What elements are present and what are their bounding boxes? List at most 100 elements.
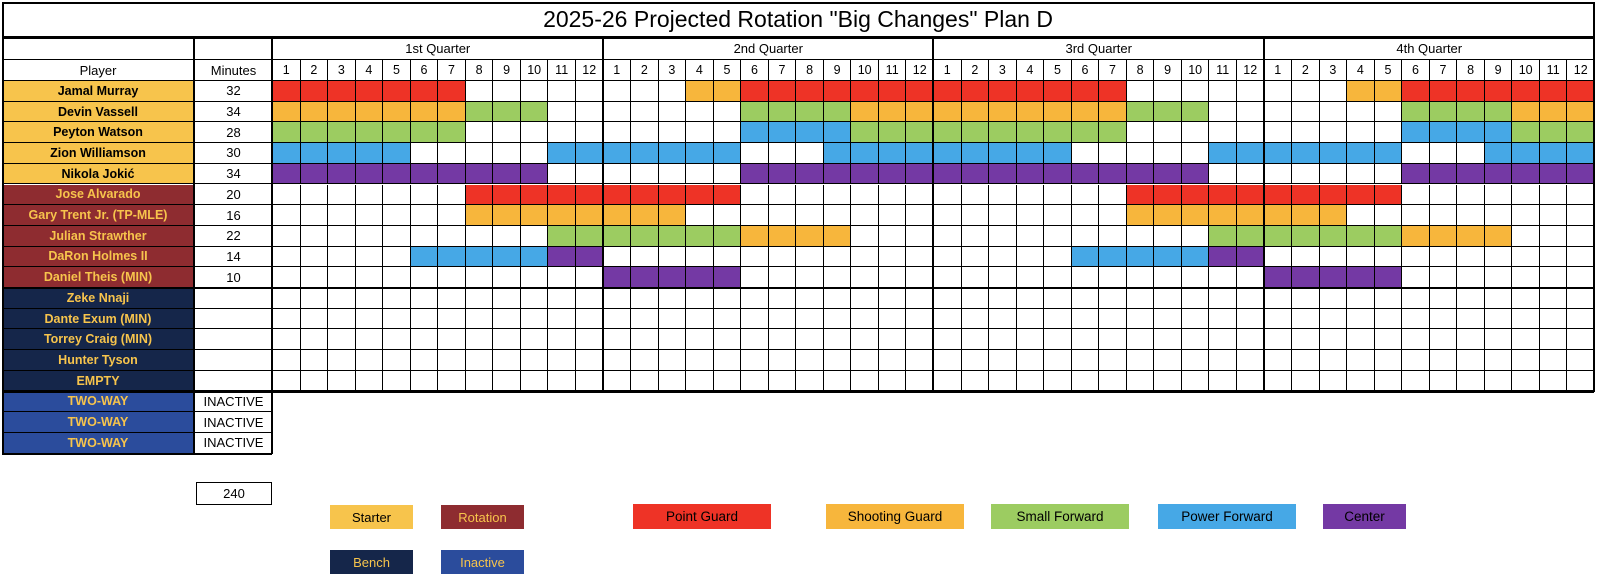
rotation-cell xyxy=(1428,350,1457,371)
rotation-cell xyxy=(409,163,438,185)
rotation-cell xyxy=(354,143,383,164)
rotation-cell xyxy=(933,350,961,371)
rotation-cell xyxy=(712,225,741,247)
rotation-cell xyxy=(492,205,520,226)
rotation-cell xyxy=(574,205,603,226)
rotation-cell xyxy=(795,143,823,164)
player-minutes: 30 xyxy=(194,143,272,164)
rotation-cell xyxy=(1291,101,1319,123)
rotation-cell xyxy=(795,308,823,330)
rotation-cell xyxy=(795,370,823,392)
rotation-cell xyxy=(1511,184,1539,206)
rotation-cell xyxy=(685,184,713,206)
rotation-cell xyxy=(1373,205,1402,226)
rotation-cell xyxy=(1566,308,1594,330)
rotation-cell xyxy=(354,350,383,371)
rotation-cell xyxy=(988,350,1016,371)
rotation-cell xyxy=(712,184,741,206)
rotation-cell xyxy=(685,122,713,144)
rotation-cell xyxy=(1318,184,1347,206)
rotation-cell xyxy=(822,350,851,371)
rotation-cell xyxy=(877,163,906,185)
rotation-cell xyxy=(464,81,493,102)
rotation-cell xyxy=(1098,246,1126,268)
rotation-cell xyxy=(630,350,658,371)
rotation-cell xyxy=(1566,143,1594,164)
player-name: Devin Vassell xyxy=(2,101,194,123)
player-name: Zeke Nnaji xyxy=(2,288,194,309)
rotation-cell xyxy=(1373,81,1402,102)
rotation-cell xyxy=(1043,163,1071,185)
rotation-cell xyxy=(1043,246,1071,268)
rotation-cell xyxy=(1401,101,1429,123)
rotation-cell xyxy=(602,205,631,226)
rotation-cell xyxy=(933,329,961,351)
rotation-cell xyxy=(1098,163,1126,185)
rotation-cell xyxy=(1180,225,1209,247)
rotation-cell xyxy=(1428,81,1457,102)
rotation-cell xyxy=(1456,81,1484,102)
rotation-cell xyxy=(354,329,383,351)
rotation-cell xyxy=(1291,267,1319,288)
rotation-cell xyxy=(1511,101,1539,123)
minute-number: 9 xyxy=(1483,59,1512,81)
rotation-cell xyxy=(1428,163,1457,185)
rotation-cell xyxy=(1401,308,1429,330)
rotation-cell xyxy=(382,308,410,330)
rotation-cell xyxy=(1346,81,1374,102)
rotation-cell xyxy=(1346,288,1374,309)
player-name: TWO-WAY xyxy=(2,412,194,433)
rotation-cell xyxy=(1235,350,1264,371)
rotation-cell xyxy=(492,267,520,288)
rotation-cell xyxy=(1566,267,1594,288)
rotation-cell xyxy=(1318,225,1347,247)
rotation-cell xyxy=(1401,225,1429,247)
rotation-cell xyxy=(409,370,438,392)
rotation-cell xyxy=(299,350,328,371)
rotation-cell xyxy=(574,225,603,247)
rotation-cell xyxy=(574,267,603,288)
rotation-cell xyxy=(1566,329,1594,351)
rotation-cell xyxy=(1263,267,1292,288)
rotation-cell xyxy=(299,225,328,247)
rotation-cell xyxy=(602,122,631,144)
rotation-cell xyxy=(409,205,438,226)
rotation-cell xyxy=(354,288,383,309)
legend-rotation: Rotation xyxy=(441,505,524,529)
rotation-cell xyxy=(850,225,878,247)
rotation-cell xyxy=(1538,225,1567,247)
rotation-cell xyxy=(1263,225,1292,247)
rotation-cell xyxy=(850,143,878,164)
rotation-cell xyxy=(1456,267,1484,288)
rotation-cell xyxy=(602,308,631,330)
player-name: Daniel Theis (MIN) xyxy=(2,267,194,288)
rotation-cell xyxy=(492,246,520,268)
rotation-cell xyxy=(877,308,906,330)
rotation-cell xyxy=(1208,122,1236,144)
player-name: Dante Exum (MIN) xyxy=(2,308,194,330)
rotation-cell xyxy=(547,246,575,268)
rotation-cell xyxy=(767,246,796,268)
rotation-cell xyxy=(933,288,961,309)
rotation-cell xyxy=(272,81,300,102)
rotation-cell xyxy=(492,101,520,123)
player-minutes: 20 xyxy=(194,184,272,206)
rotation-cell xyxy=(795,184,823,206)
rotation-cell xyxy=(492,225,520,247)
rotation-cell xyxy=(685,370,713,392)
rotation-cell xyxy=(1291,163,1319,185)
rotation-cell xyxy=(574,350,603,371)
grid-line xyxy=(2,2,4,454)
player-name: Peyton Watson xyxy=(2,122,194,144)
rotation-cell xyxy=(988,246,1016,268)
rotation-cell xyxy=(354,81,383,102)
rotation-cell xyxy=(795,225,823,247)
rotation-cell xyxy=(1015,205,1044,226)
rotation-cell xyxy=(1318,288,1347,309)
rotation-cell xyxy=(988,288,1016,309)
rotation-cell xyxy=(905,267,933,288)
rotation-cell xyxy=(354,370,383,392)
rotation-cell xyxy=(1263,122,1292,144)
minute-number: 11 xyxy=(547,59,575,81)
rotation-cell xyxy=(767,81,796,102)
